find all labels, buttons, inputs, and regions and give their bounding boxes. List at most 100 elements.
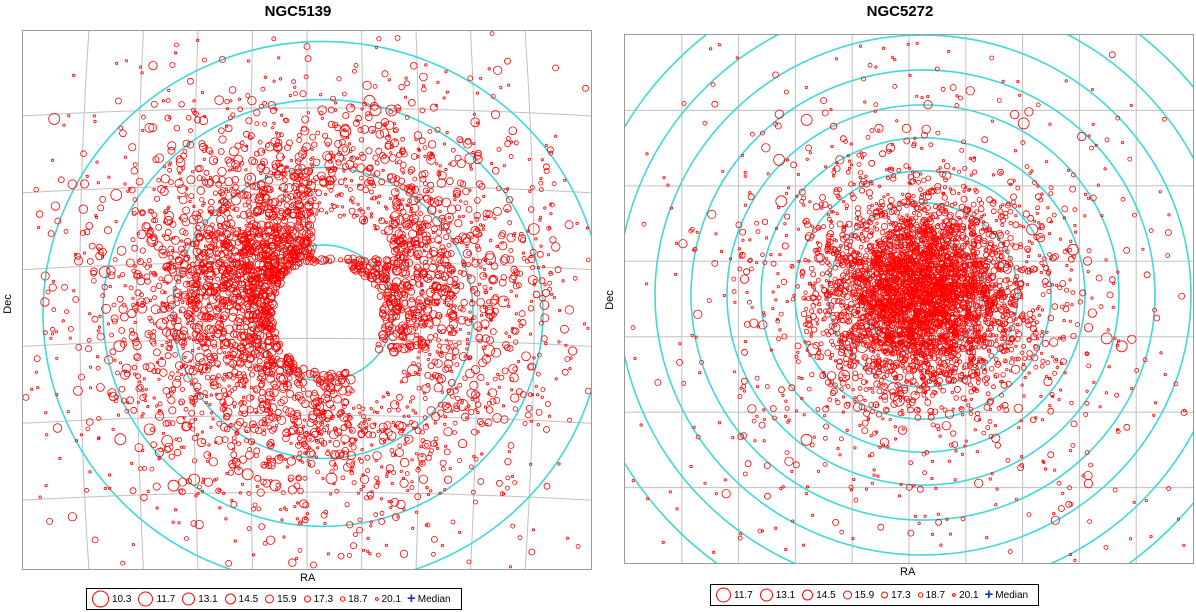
star-point (219, 339, 224, 343)
star-point (450, 369, 454, 373)
star-point (328, 207, 334, 213)
star-point (203, 275, 209, 281)
star-point (949, 189, 956, 196)
star-point (272, 263, 283, 274)
star-point (429, 196, 433, 201)
star-point (910, 397, 917, 404)
star-point (395, 188, 399, 192)
star-point (141, 222, 151, 232)
star-point (119, 129, 127, 138)
star-point (389, 505, 393, 510)
star-point (204, 324, 214, 334)
star-point (260, 86, 266, 92)
star-point (158, 326, 162, 330)
star-point (295, 380, 303, 389)
star-point (63, 228, 69, 234)
star-point (438, 214, 447, 223)
star-point (401, 376, 409, 384)
star-point (216, 348, 223, 355)
star-point (826, 230, 834, 238)
star-point (450, 326, 455, 331)
star-point (375, 552, 381, 558)
star-point (451, 269, 455, 273)
star-point (320, 412, 326, 418)
star-point (67, 179, 78, 190)
star-point (382, 291, 389, 298)
star-point (203, 477, 213, 487)
star-point (976, 257, 982, 263)
star-point (209, 283, 215, 288)
star-point (264, 461, 268, 466)
star-point (395, 298, 401, 304)
star-point (194, 116, 202, 124)
star-point (173, 448, 182, 457)
star-point (471, 390, 480, 399)
star-point (446, 308, 454, 316)
star-point (310, 211, 315, 215)
star-point (538, 215, 543, 219)
star-point (366, 206, 370, 210)
star-point (297, 248, 304, 255)
star-point (426, 155, 436, 165)
star-point (267, 411, 273, 417)
star-point (492, 376, 498, 382)
star-point (493, 216, 497, 220)
radius-circle (252, 244, 394, 382)
star-point (314, 212, 318, 216)
star-point (446, 388, 452, 394)
star-point (348, 426, 356, 434)
star-point (356, 526, 364, 534)
star-point (393, 138, 397, 142)
star-point (160, 343, 164, 347)
star-point (536, 266, 541, 270)
star-point (316, 375, 326, 385)
star-point (112, 257, 118, 263)
star-point (464, 318, 473, 327)
star-point (261, 292, 268, 299)
star-point (351, 480, 357, 486)
star-point (407, 364, 420, 377)
star-point (496, 185, 502, 192)
star-point (164, 442, 174, 452)
star-point (50, 326, 55, 332)
star-point (528, 362, 536, 371)
star-point (345, 422, 352, 429)
star-point (147, 315, 153, 321)
star-point (114, 394, 120, 400)
star-point (539, 300, 550, 310)
star-point (261, 463, 267, 469)
star-point (153, 322, 157, 326)
star-point (95, 355, 100, 359)
star-point (399, 380, 403, 384)
star-point (423, 222, 427, 227)
star-point (101, 283, 108, 291)
star-point (312, 258, 318, 264)
star-point (216, 231, 220, 235)
star-point (409, 206, 413, 211)
star-point (249, 303, 258, 313)
star-point (161, 99, 166, 103)
star-point (49, 336, 53, 340)
star-point (508, 248, 514, 253)
star-point (72, 73, 76, 78)
star-point (214, 304, 218, 308)
star-point (244, 172, 257, 185)
star-point (222, 285, 228, 291)
star-point (942, 363, 948, 369)
star-point (23, 394, 30, 401)
star-point (554, 377, 558, 381)
star-point (226, 158, 236, 168)
star-point (363, 94, 376, 107)
star-point (485, 422, 489, 427)
star-point (192, 458, 198, 464)
star-point (232, 365, 236, 370)
star-point (378, 518, 386, 525)
star-point (197, 311, 207, 321)
star-point (151, 212, 158, 218)
star-point (515, 388, 523, 396)
star-point (510, 393, 520, 403)
star-point (445, 402, 451, 409)
star-point (104, 355, 114, 365)
star-point (331, 451, 340, 460)
star-point (369, 431, 377, 439)
